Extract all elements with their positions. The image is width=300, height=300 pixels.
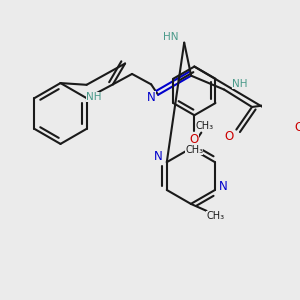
Text: N: N [154, 151, 163, 164]
Text: O: O [225, 130, 234, 143]
Text: O: O [294, 121, 300, 134]
Text: NH: NH [86, 92, 101, 102]
Text: CH₃: CH₃ [206, 211, 224, 221]
Text: N: N [147, 91, 155, 104]
Text: N: N [219, 180, 228, 193]
Text: CH₃: CH₃ [185, 145, 203, 155]
Text: NH: NH [232, 80, 248, 89]
Text: O: O [190, 133, 199, 146]
Text: CH₃: CH₃ [196, 121, 214, 131]
Text: HN: HN [163, 32, 178, 42]
